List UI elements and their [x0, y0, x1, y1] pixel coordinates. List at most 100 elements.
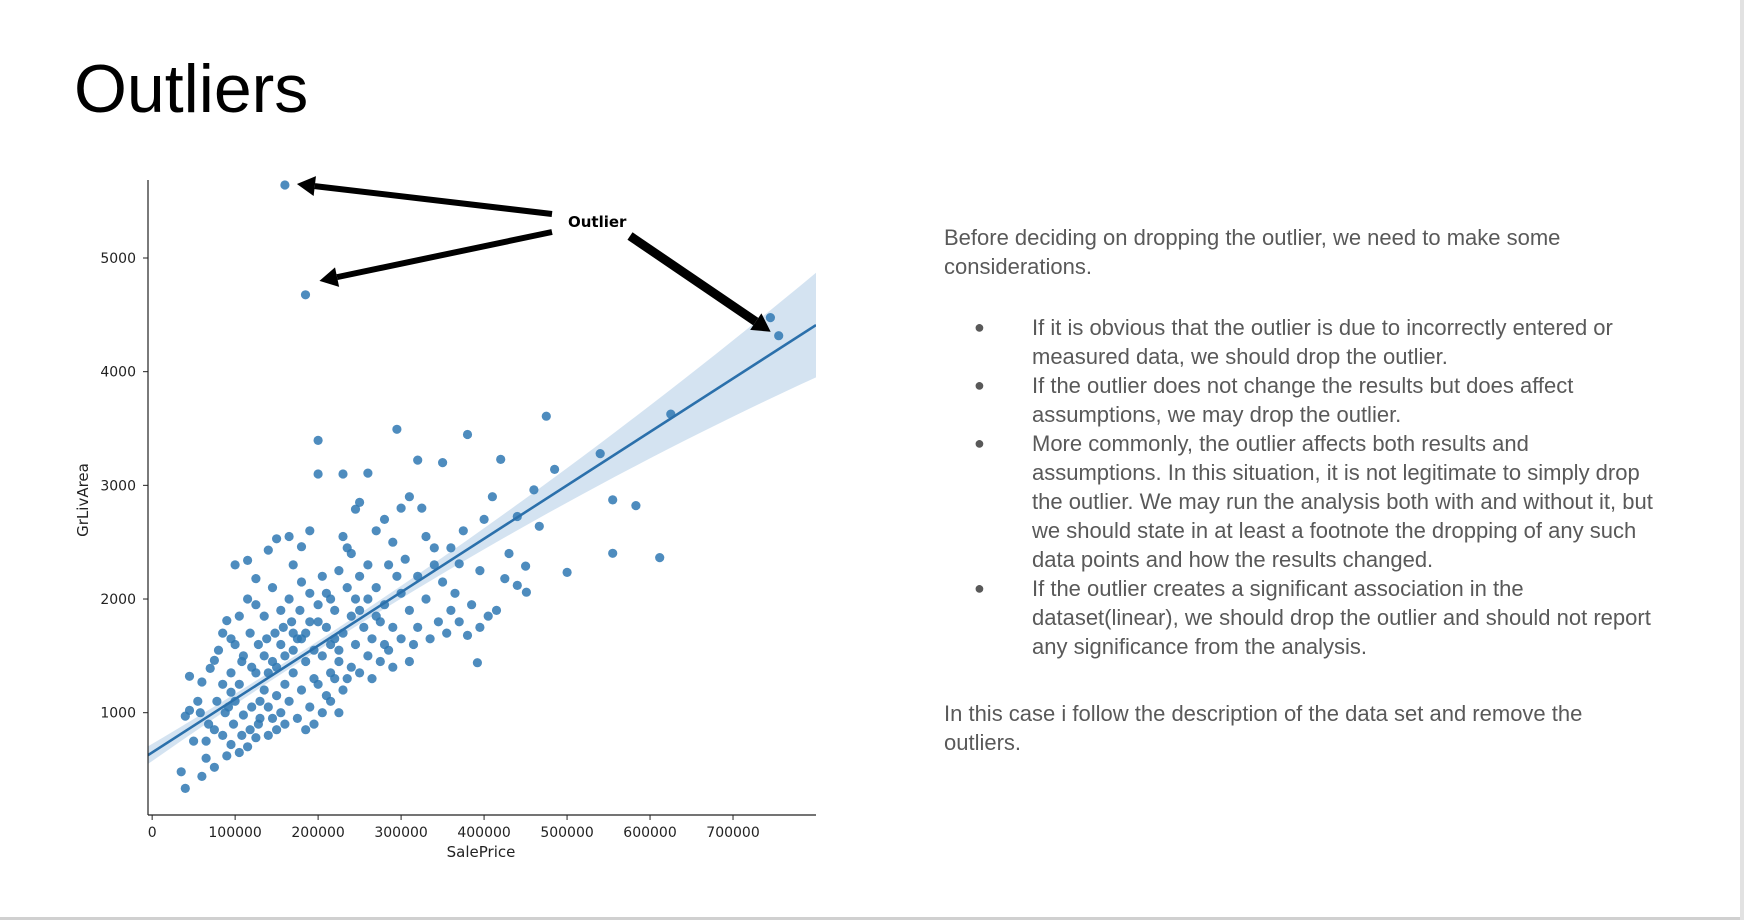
data-point [338, 531, 348, 542]
considerations-list: ● If it is obvious that the outlier is du… [944, 313, 1664, 661]
data-point [262, 634, 272, 644]
data-point [350, 639, 361, 650]
bullet-icon: ● [974, 578, 985, 598]
data-point [234, 679, 244, 689]
data-point [442, 628, 452, 638]
data-point [429, 543, 439, 553]
outlier-point [280, 180, 290, 190]
data-point [487, 492, 497, 502]
data-point [330, 674, 340, 684]
data-point [462, 630, 473, 641]
data-point [317, 708, 327, 718]
closing-text: In this case i follow the description of… [944, 701, 1583, 755]
data-point [222, 616, 232, 626]
data-point [243, 594, 253, 604]
annotation-arrow [296, 176, 553, 217]
data-point [404, 605, 414, 616]
bullet-icon: ● [974, 433, 985, 453]
data-point [631, 501, 641, 511]
confidence-band [148, 272, 816, 764]
data-point [296, 634, 307, 644]
slide-title: Outliers [74, 51, 309, 127]
data-point [475, 622, 485, 633]
data-point [355, 605, 365, 616]
data-point [392, 424, 402, 434]
data-point [267, 713, 278, 724]
data-point [313, 435, 323, 445]
data-point [521, 587, 532, 597]
data-point [263, 702, 273, 712]
data-point [425, 634, 435, 644]
data-point [255, 696, 265, 706]
data-point [458, 526, 468, 536]
data-point [184, 671, 195, 681]
data-point [379, 514, 390, 525]
data-point [189, 736, 199, 746]
data-point [245, 725, 255, 735]
data-point [247, 702, 257, 712]
data-point [421, 531, 431, 542]
list-item-text: If the outlier does not change the resul… [1032, 373, 1574, 427]
data-point [338, 469, 348, 479]
data-point [295, 605, 305, 616]
data-point [284, 696, 294, 706]
data-point [388, 622, 398, 633]
data-point [550, 464, 560, 474]
data-point [296, 685, 307, 695]
data-point [243, 555, 253, 566]
scatter-plot: 0 100000 200000 300000 400000 500000 600000 700… [74, 176, 816, 861]
data-point [263, 545, 273, 555]
data-point [226, 687, 236, 697]
data-point [433, 617, 443, 627]
data-point [280, 719, 290, 729]
data-point [212, 696, 222, 706]
data-point [326, 639, 336, 650]
data-point [230, 560, 240, 570]
data-point [446, 543, 456, 553]
data-point [276, 605, 286, 616]
data-point [317, 571, 327, 581]
data-point [334, 566, 344, 576]
data-point [421, 594, 431, 604]
data-point [301, 725, 311, 735]
x-tick-label: 0 [148, 825, 157, 841]
data-point [363, 468, 373, 478]
data-point [272, 725, 282, 735]
data-point [355, 571, 365, 581]
data-point [205, 663, 215, 674]
data-point [534, 521, 544, 531]
data-point [237, 730, 247, 741]
y-tick-label: 4000 [100, 365, 136, 381]
data-point [334, 645, 344, 655]
data-point [305, 526, 315, 536]
data-point [355, 497, 365, 507]
data-point [491, 605, 502, 616]
bullet-icon: ● [974, 317, 985, 337]
data-point [176, 767, 186, 777]
data-point [193, 696, 203, 706]
slide-bottom-border [0, 917, 1744, 920]
data-point [209, 655, 219, 666]
data-point [417, 503, 427, 513]
data-point [253, 639, 263, 650]
list-item-text: If it is obvious that the outlier is due… [1032, 315, 1613, 369]
data-point [288, 668, 298, 678]
arrow-head [319, 267, 340, 287]
data-point [388, 537, 398, 547]
data-point [280, 651, 290, 661]
data-point [288, 560, 298, 570]
data-point [234, 747, 244, 758]
data-point [454, 559, 464, 569]
regression-line [148, 323, 816, 757]
data-point [218, 679, 228, 689]
data-point [408, 639, 419, 650]
arrow-head [296, 176, 316, 197]
arrow-shaft [627, 232, 759, 326]
list-item-text: If the outlier creates a significant ass… [1032, 576, 1651, 659]
slide-body: Before deciding on dropping the outlier,… [944, 223, 1664, 757]
data-point [562, 567, 572, 578]
data-point [500, 574, 510, 584]
data-point [363, 560, 373, 570]
data-point [270, 628, 280, 638]
data-point [334, 708, 344, 718]
